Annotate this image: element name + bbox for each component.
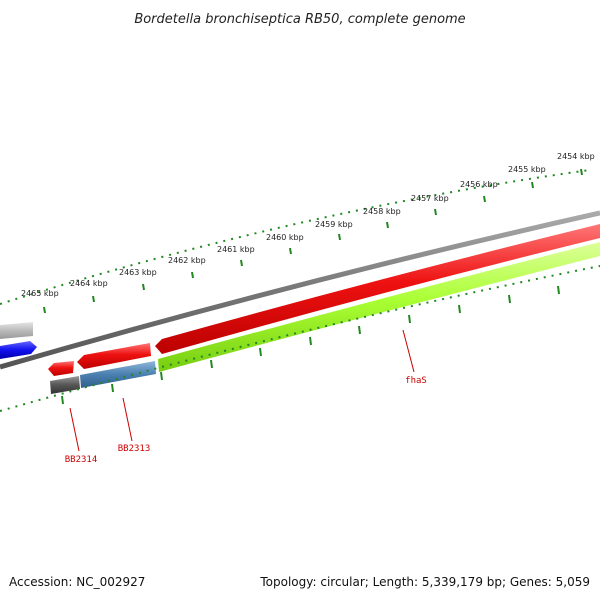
tick-labels: 2454 kbp 2455 kbp 2456 kbp 2457 kbp 2458… xyxy=(21,152,595,298)
tick-label-2455: 2455 kbp xyxy=(508,165,546,174)
gene-label-fhaS[interactable]: fhaS xyxy=(405,376,427,386)
outer-major-ticks xyxy=(43,168,583,314)
tick-label-2454: 2454 kbp xyxy=(557,152,595,161)
gene-fhaS xyxy=(155,224,600,354)
tick-label-2461: 2461 kbp xyxy=(217,245,255,254)
gene-blue-left xyxy=(0,341,37,359)
genome-backbone xyxy=(0,210,600,370)
BB2314-leader-line xyxy=(69,407,80,452)
gene-BB2313 xyxy=(80,361,156,388)
tick-label-2457: 2457 kbp xyxy=(411,194,449,203)
gene-BB2314 xyxy=(50,376,80,394)
accession-text: Accession: NC_002927 xyxy=(9,575,145,589)
tick-label-2465: 2465 kbp xyxy=(21,289,59,298)
gene-red-medium xyxy=(77,343,151,369)
tick-label-2459: 2459 kbp xyxy=(315,220,353,229)
tick-label-2462: 2462 kbp xyxy=(168,256,206,265)
tick-label-2464: 2464 kbp xyxy=(70,279,108,288)
gene-green-long xyxy=(158,242,600,372)
BB2313-leader-line xyxy=(122,397,133,442)
inner-major-ticks xyxy=(61,285,560,405)
fhaS-leader-line xyxy=(402,329,415,373)
tick-label-2460: 2460 kbp xyxy=(266,233,304,242)
tick-label-2458: 2458 kbp xyxy=(363,207,401,216)
gene-label-BB2313[interactable]: BB2313 xyxy=(118,444,151,454)
genome-summary-text: Topology: circular; Length: 5,339,179 bp… xyxy=(259,575,590,589)
map-title: Bordetella bronchiseptica RB50, complete… xyxy=(134,12,465,27)
gene-label-BB2314[interactable]: BB2314 xyxy=(65,455,98,465)
gene-red-small xyxy=(48,361,74,376)
tick-label-2463: 2463 kbp xyxy=(119,268,157,277)
gene-light-grey-left xyxy=(0,322,33,339)
label-leaders xyxy=(69,329,415,452)
tick-label-2456: 2456 kbp xyxy=(460,180,498,189)
